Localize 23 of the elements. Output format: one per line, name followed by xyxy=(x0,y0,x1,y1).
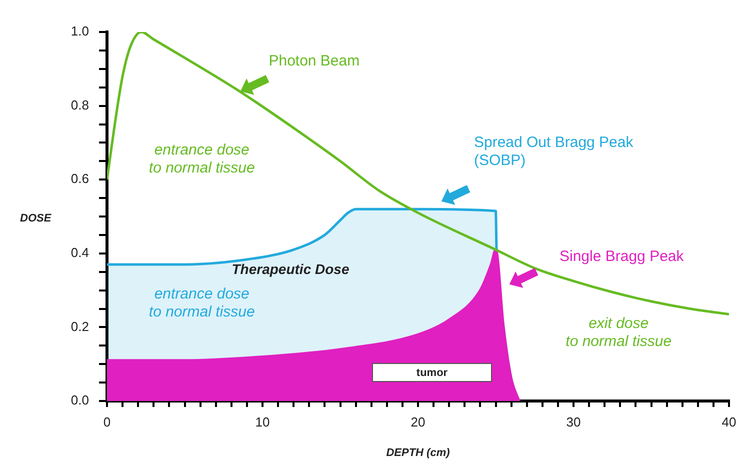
x-tick-label: 0 xyxy=(103,414,111,430)
text: Photon Beam xyxy=(268,52,360,70)
text: Spread Out Bragg Peak (SOBP) xyxy=(474,134,634,169)
x-tick-label: 20 xyxy=(410,414,426,430)
y-tick-label: 0.4 xyxy=(70,244,89,260)
annotation: tumor xyxy=(416,366,448,378)
x-tick-label: 10 xyxy=(255,414,270,430)
label-box: tumor xyxy=(372,363,492,382)
annotation: entrance dose to normal tissue xyxy=(148,285,255,320)
y-tick-label: 1.0 xyxy=(70,24,89,39)
annotation: Therapeutic Dose xyxy=(232,260,350,277)
annotation: exit dose to normal tissue xyxy=(566,314,672,350)
y-tick-label: 0.6 xyxy=(70,171,89,186)
text: Single Bragg Peak xyxy=(560,248,684,266)
y-axis-title: DOSE xyxy=(20,212,52,224)
x-tick-label: 40 xyxy=(722,414,736,430)
line-series xyxy=(107,32,729,316)
annotation: entrance dose to normal tissue xyxy=(148,141,255,176)
x-axis-title: DEPTH (cm) xyxy=(386,447,450,460)
x-tick-label: 30 xyxy=(566,414,581,430)
y-tick-label: 0.8 xyxy=(70,97,89,112)
y-tick-label: 0.0 xyxy=(70,392,89,408)
y-tick-label: 0.2 xyxy=(70,318,89,334)
